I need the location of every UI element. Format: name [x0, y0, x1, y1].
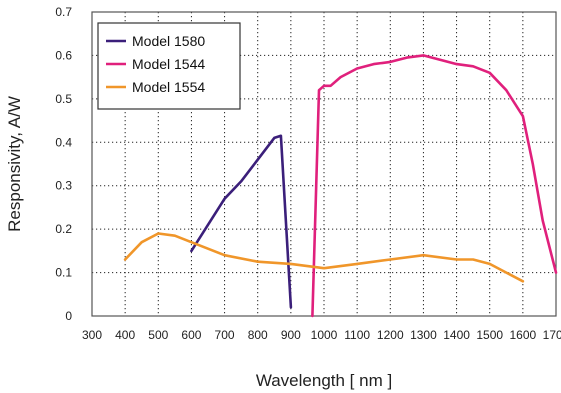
x-tick-label: 300 [82, 328, 102, 342]
y-tick-label: 0.6 [55, 48, 72, 62]
legend-label: Model 1554 [132, 79, 205, 95]
legend-box [97, 22, 241, 110]
x-tick-label: 1500 [476, 328, 503, 342]
x-tick-label: 600 [181, 328, 201, 342]
x-tick-label: 1400 [443, 328, 470, 342]
x-tick-label: 1200 [377, 328, 404, 342]
y-tick-label: 0.3 [55, 179, 72, 193]
legend: Model 1580 Model 1544 Model 1554 [97, 22, 241, 110]
x-tick-label: 1600 [510, 328, 537, 342]
x-tick-label: 1300 [410, 328, 437, 342]
x-tick-label: 400 [115, 328, 135, 342]
y-tick-label: 0.4 [55, 135, 72, 149]
x-tick-label: 500 [148, 328, 168, 342]
x-tick-label: 700 [215, 328, 235, 342]
x-tick-label: 1100 [344, 328, 370, 342]
x-tick-labels: 300 400 500 600 700 800 900 1000 1100 1200 1300 140… [82, 328, 561, 342]
y-tick-label: 0.5 [55, 92, 72, 106]
x-tick-label: 1000 [311, 328, 338, 342]
series-line-2 [123, 232, 525, 283]
y-axis-label: Responsivity, A/W [5, 96, 24, 232]
series-line-1 [311, 54, 558, 318]
x-tick-label: 900 [281, 328, 301, 342]
series-layer [123, 54, 558, 318]
y-tick-label: 0.7 [55, 5, 72, 19]
y-tick-label: 0.1 [55, 266, 72, 280]
series-line-0 [190, 134, 293, 309]
x-axis-label: Wavelength [ nm ] [256, 371, 392, 390]
y-tick-label: 0.2 [55, 222, 72, 236]
plot-frame [91, 11, 557, 317]
y-tick-labels: 0 0.1 0.2 0.3 0.4 0.5 0.6 0.7 [55, 5, 72, 323]
x-tick-label: 800 [248, 328, 268, 342]
legend-label: Model 1544 [132, 56, 205, 72]
y-tick-label: 0 [65, 309, 72, 323]
legend-label: Model 1580 [132, 33, 205, 49]
grid [92, 12, 556, 316]
